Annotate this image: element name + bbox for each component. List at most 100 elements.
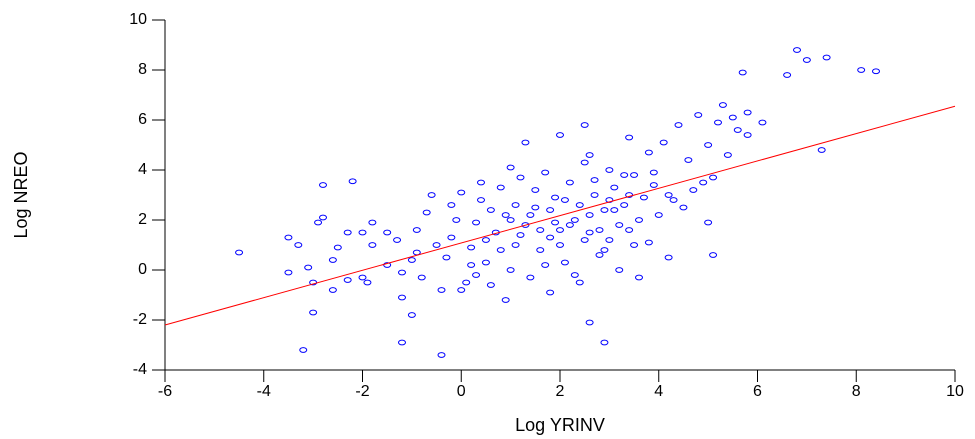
- point: [472, 272, 481, 278]
- point: [521, 139, 530, 146]
- x-tick-label: 0: [457, 383, 466, 400]
- point: [417, 274, 426, 281]
- point: [585, 319, 594, 326]
- point: [590, 177, 599, 183]
- point: [393, 237, 402, 243]
- point: [704, 219, 713, 226]
- point: [822, 54, 831, 61]
- point: [817, 147, 826, 153]
- y-tick-label: 6: [138, 111, 147, 128]
- x-tick-label: 8: [852, 383, 861, 400]
- point: [546, 234, 555, 241]
- point: [620, 172, 629, 178]
- point: [802, 57, 811, 63]
- point: [319, 214, 327, 221]
- point: [872, 68, 880, 75]
- point: [565, 179, 574, 186]
- point: [304, 264, 313, 271]
- point: [235, 249, 244, 256]
- point: [649, 182, 658, 188]
- point: [457, 287, 466, 293]
- point: [630, 172, 639, 178]
- point: [284, 234, 293, 241]
- point: [709, 252, 718, 258]
- point: [595, 252, 604, 258]
- point: [343, 277, 352, 283]
- point: [467, 262, 476, 268]
- point: [635, 217, 643, 223]
- point: [511, 202, 520, 208]
- point: [625, 134, 634, 141]
- point: [595, 227, 604, 233]
- point: [585, 212, 594, 218]
- point: [506, 217, 515, 223]
- point: [516, 174, 525, 181]
- x-tick-label: 2: [556, 383, 565, 400]
- point: [551, 194, 560, 201]
- point: [649, 169, 658, 176]
- point: [556, 242, 564, 248]
- point: [462, 279, 471, 286]
- point: [348, 178, 357, 185]
- point: [694, 112, 703, 118]
- y-tick-label: 10: [129, 11, 147, 28]
- y-axis-title: Log NREO: [11, 151, 31, 238]
- point: [398, 269, 406, 276]
- point: [654, 212, 663, 218]
- point: [437, 287, 446, 293]
- point: [635, 274, 643, 281]
- point: [457, 189, 466, 196]
- x-axis-title: Log YRINV: [515, 415, 605, 435]
- x-tick-label: 6: [753, 383, 762, 400]
- point: [605, 167, 614, 173]
- point: [590, 192, 599, 198]
- point: [516, 232, 525, 238]
- point: [600, 207, 609, 213]
- point: [600, 247, 609, 253]
- point: [432, 242, 441, 248]
- point: [575, 202, 584, 208]
- point: [723, 152, 732, 158]
- point: [447, 234, 456, 241]
- point: [383, 262, 392, 268]
- point: [501, 212, 510, 218]
- point: [758, 119, 767, 126]
- point: [743, 109, 752, 116]
- point: [511, 242, 520, 248]
- point: [644, 239, 653, 246]
- point: [383, 229, 392, 236]
- point: [551, 219, 560, 226]
- point: [857, 67, 866, 73]
- point: [541, 262, 550, 268]
- point: [333, 244, 342, 251]
- point: [447, 202, 456, 208]
- point: [580, 237, 589, 243]
- point: [679, 204, 688, 211]
- point: [521, 222, 530, 228]
- point: [437, 352, 446, 358]
- point: [733, 127, 742, 133]
- point: [793, 47, 801, 53]
- point: [486, 207, 495, 213]
- point: [699, 179, 708, 186]
- x-tick-label: -2: [355, 383, 369, 400]
- point: [625, 227, 634, 233]
- point: [689, 187, 698, 193]
- point: [615, 222, 624, 228]
- point: [422, 209, 431, 216]
- point: [575, 279, 584, 286]
- point: [615, 267, 624, 273]
- point: [467, 244, 476, 251]
- point: [358, 229, 367, 236]
- point: [644, 149, 653, 156]
- y-tick-label: -4: [133, 361, 147, 378]
- point: [704, 142, 713, 148]
- point: [343, 229, 352, 236]
- point: [363, 279, 372, 286]
- x-tick-label: -4: [257, 383, 271, 400]
- point: [536, 227, 545, 233]
- point: [398, 339, 406, 346]
- point: [531, 204, 540, 211]
- x-tick-label: -6: [158, 383, 172, 400]
